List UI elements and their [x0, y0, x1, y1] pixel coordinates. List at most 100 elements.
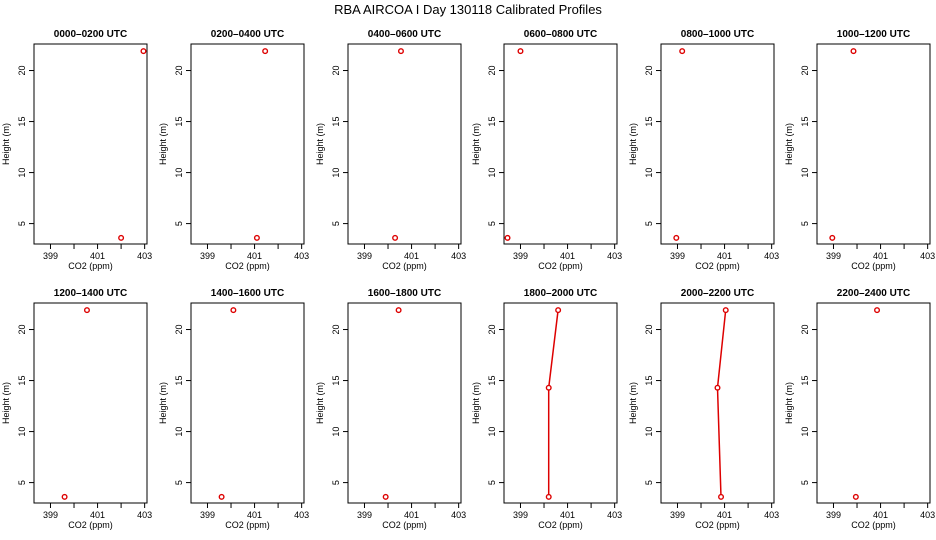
- x-axis-label: CO2 (ppm): [538, 520, 583, 530]
- y-tick-label: 20: [17, 66, 27, 76]
- x-tick-label: 403: [920, 510, 935, 520]
- y-axis-label: Height (m): [315, 123, 325, 165]
- y-tick-label: 15: [800, 117, 810, 127]
- plot-frame: [190, 302, 305, 504]
- x-tick-label: 401: [560, 510, 575, 520]
- x-tick-label: 399: [43, 251, 58, 261]
- y-tick-label: 5: [644, 480, 654, 485]
- y-tick-label: 15: [487, 117, 497, 127]
- plot-frame: [660, 43, 775, 245]
- y-tick-label: 20: [800, 66, 810, 76]
- data-point: [673, 234, 680, 241]
- x-axis-label: CO2 (ppm): [851, 261, 896, 271]
- y-tick-label: 10: [174, 427, 184, 437]
- x-tick-label: 399: [357, 510, 372, 520]
- x-axis-label: CO2 (ppm): [538, 261, 583, 271]
- data-point: [392, 234, 399, 241]
- data-point: [61, 493, 68, 500]
- panel-title: 1000–1200 UTC: [837, 29, 910, 40]
- y-tick-label: 10: [487, 168, 497, 178]
- y-tick-label: 5: [487, 480, 497, 485]
- y-tick-label: 5: [174, 221, 184, 226]
- y-tick-label: 5: [487, 221, 497, 226]
- x-axis-label: CO2 (ppm): [68, 261, 113, 271]
- plot-frame: [190, 43, 305, 245]
- data-point: [118, 234, 125, 241]
- plot-frame: [347, 302, 462, 504]
- x-axis-label: CO2 (ppm): [225, 261, 270, 271]
- x-tick-label: 403: [451, 510, 466, 520]
- plot-frame: [33, 302, 148, 504]
- panel-title: 0000–0200 UTC: [54, 29, 127, 40]
- y-tick-label: 20: [800, 325, 810, 335]
- x-axis-label: CO2 (ppm): [68, 520, 113, 530]
- data-point: [718, 493, 725, 500]
- data-point: [545, 493, 552, 500]
- y-axis-label: Height (m): [1, 123, 11, 165]
- y-tick-label: 10: [487, 427, 497, 437]
- x-tick-label: 403: [764, 510, 779, 520]
- plot-frame: [33, 43, 148, 245]
- x-tick-label: 401: [247, 251, 262, 261]
- y-tick-label: 10: [644, 168, 654, 178]
- y-axis-label: Height (m): [158, 123, 168, 165]
- y-tick-label: 10: [174, 168, 184, 178]
- y-axis-label: Height (m): [471, 382, 481, 424]
- y-tick-label: 15: [644, 117, 654, 127]
- y-tick-label: 15: [174, 117, 184, 127]
- y-tick-label: 15: [644, 376, 654, 386]
- y-tick-label: 20: [487, 325, 497, 335]
- data-point: [395, 307, 402, 314]
- x-tick-label: 401: [873, 251, 888, 261]
- x-tick-label: 401: [404, 510, 419, 520]
- y-tick-label: 20: [644, 66, 654, 76]
- x-axis-label: CO2 (ppm): [382, 520, 427, 530]
- x-tick-label: 399: [357, 251, 372, 261]
- x-tick-label: 399: [200, 510, 215, 520]
- profile-line: [716, 310, 727, 497]
- plot-frame: [660, 302, 775, 504]
- x-tick-label: 399: [43, 510, 58, 520]
- data-point: [714, 384, 721, 391]
- y-tick-label: 15: [17, 376, 27, 386]
- y-tick-label: 20: [487, 66, 497, 76]
- y-tick-label: 5: [800, 221, 810, 226]
- plot-frame: [816, 43, 931, 245]
- x-tick-label: 403: [920, 251, 935, 261]
- y-tick-label: 10: [17, 168, 27, 178]
- data-point: [829, 234, 836, 241]
- x-tick-label: 401: [717, 510, 732, 520]
- y-axis-label: Height (m): [158, 382, 168, 424]
- y-tick-label: 20: [174, 66, 184, 76]
- y-tick-label: 20: [174, 325, 184, 335]
- x-axis-label: CO2 (ppm): [225, 520, 270, 530]
- data-point: [230, 307, 237, 314]
- y-axis-label: Height (m): [784, 382, 794, 424]
- y-tick-label: 20: [644, 325, 654, 335]
- x-axis-label: CO2 (ppm): [851, 520, 896, 530]
- y-tick-label: 5: [17, 480, 27, 485]
- y-tick-label: 15: [17, 117, 27, 127]
- x-tick-label: 403: [294, 251, 309, 261]
- y-tick-label: 20: [331, 66, 341, 76]
- plot-frame: [503, 43, 618, 245]
- x-tick-label: 403: [137, 510, 152, 520]
- panel-title: 2000–2200 UTC: [681, 288, 754, 299]
- y-axis-label: Height (m): [628, 123, 638, 165]
- x-tick-label: 401: [873, 510, 888, 520]
- plot-frame: [503, 302, 618, 504]
- panel-title: 2200–2400 UTC: [837, 288, 910, 299]
- y-tick-label: 15: [800, 376, 810, 386]
- y-tick-label: 10: [17, 427, 27, 437]
- panel-title: 1600–1800 UTC: [368, 288, 441, 299]
- x-tick-label: 401: [404, 251, 419, 261]
- y-axis-label: Height (m): [315, 382, 325, 424]
- data-point: [517, 48, 524, 55]
- data-point: [850, 48, 857, 55]
- data-point: [852, 493, 859, 500]
- x-tick-label: 403: [451, 251, 466, 261]
- x-axis-label: CO2 (ppm): [695, 520, 740, 530]
- data-point: [140, 48, 147, 55]
- y-tick-label: 5: [644, 221, 654, 226]
- y-tick-label: 10: [331, 427, 341, 437]
